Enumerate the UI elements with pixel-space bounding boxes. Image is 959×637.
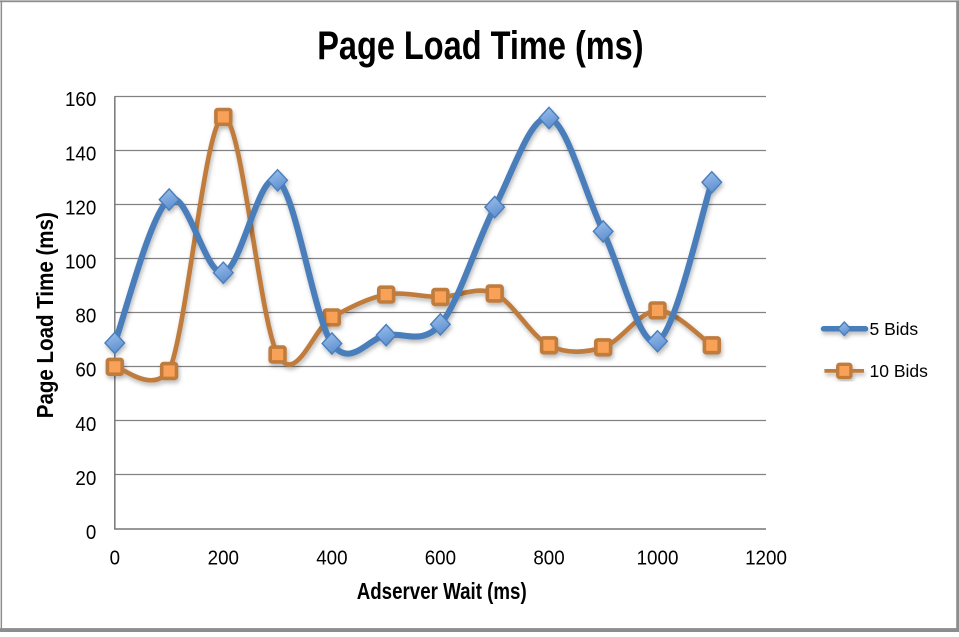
- svg-text:160: 160: [65, 89, 96, 111]
- svg-text:0: 0: [110, 548, 120, 570]
- svg-text:200: 200: [208, 548, 239, 570]
- svg-text:400: 400: [316, 548, 347, 570]
- svg-text:5 Bids: 5 Bids: [870, 319, 919, 339]
- svg-text:100: 100: [65, 252, 96, 274]
- svg-text:0: 0: [86, 522, 96, 544]
- svg-text:1000: 1000: [637, 548, 679, 570]
- svg-text:80: 80: [75, 306, 96, 328]
- svg-text:20: 20: [75, 468, 96, 490]
- svg-text:Page Load Time (ms): Page Load Time (ms): [317, 24, 643, 68]
- svg-text:Page Load Time (ms): Page Load Time (ms): [32, 212, 58, 418]
- svg-text:40: 40: [75, 414, 96, 436]
- svg-text:10 Bids: 10 Bids: [870, 361, 929, 381]
- svg-text:Adserver Wait (ms): Adserver Wait (ms): [357, 578, 527, 604]
- svg-text:140: 140: [65, 143, 96, 165]
- svg-text:1200: 1200: [745, 548, 787, 570]
- svg-text:60: 60: [75, 360, 96, 382]
- svg-text:800: 800: [533, 548, 564, 570]
- svg-text:600: 600: [425, 548, 456, 570]
- svg-text:120: 120: [65, 197, 96, 219]
